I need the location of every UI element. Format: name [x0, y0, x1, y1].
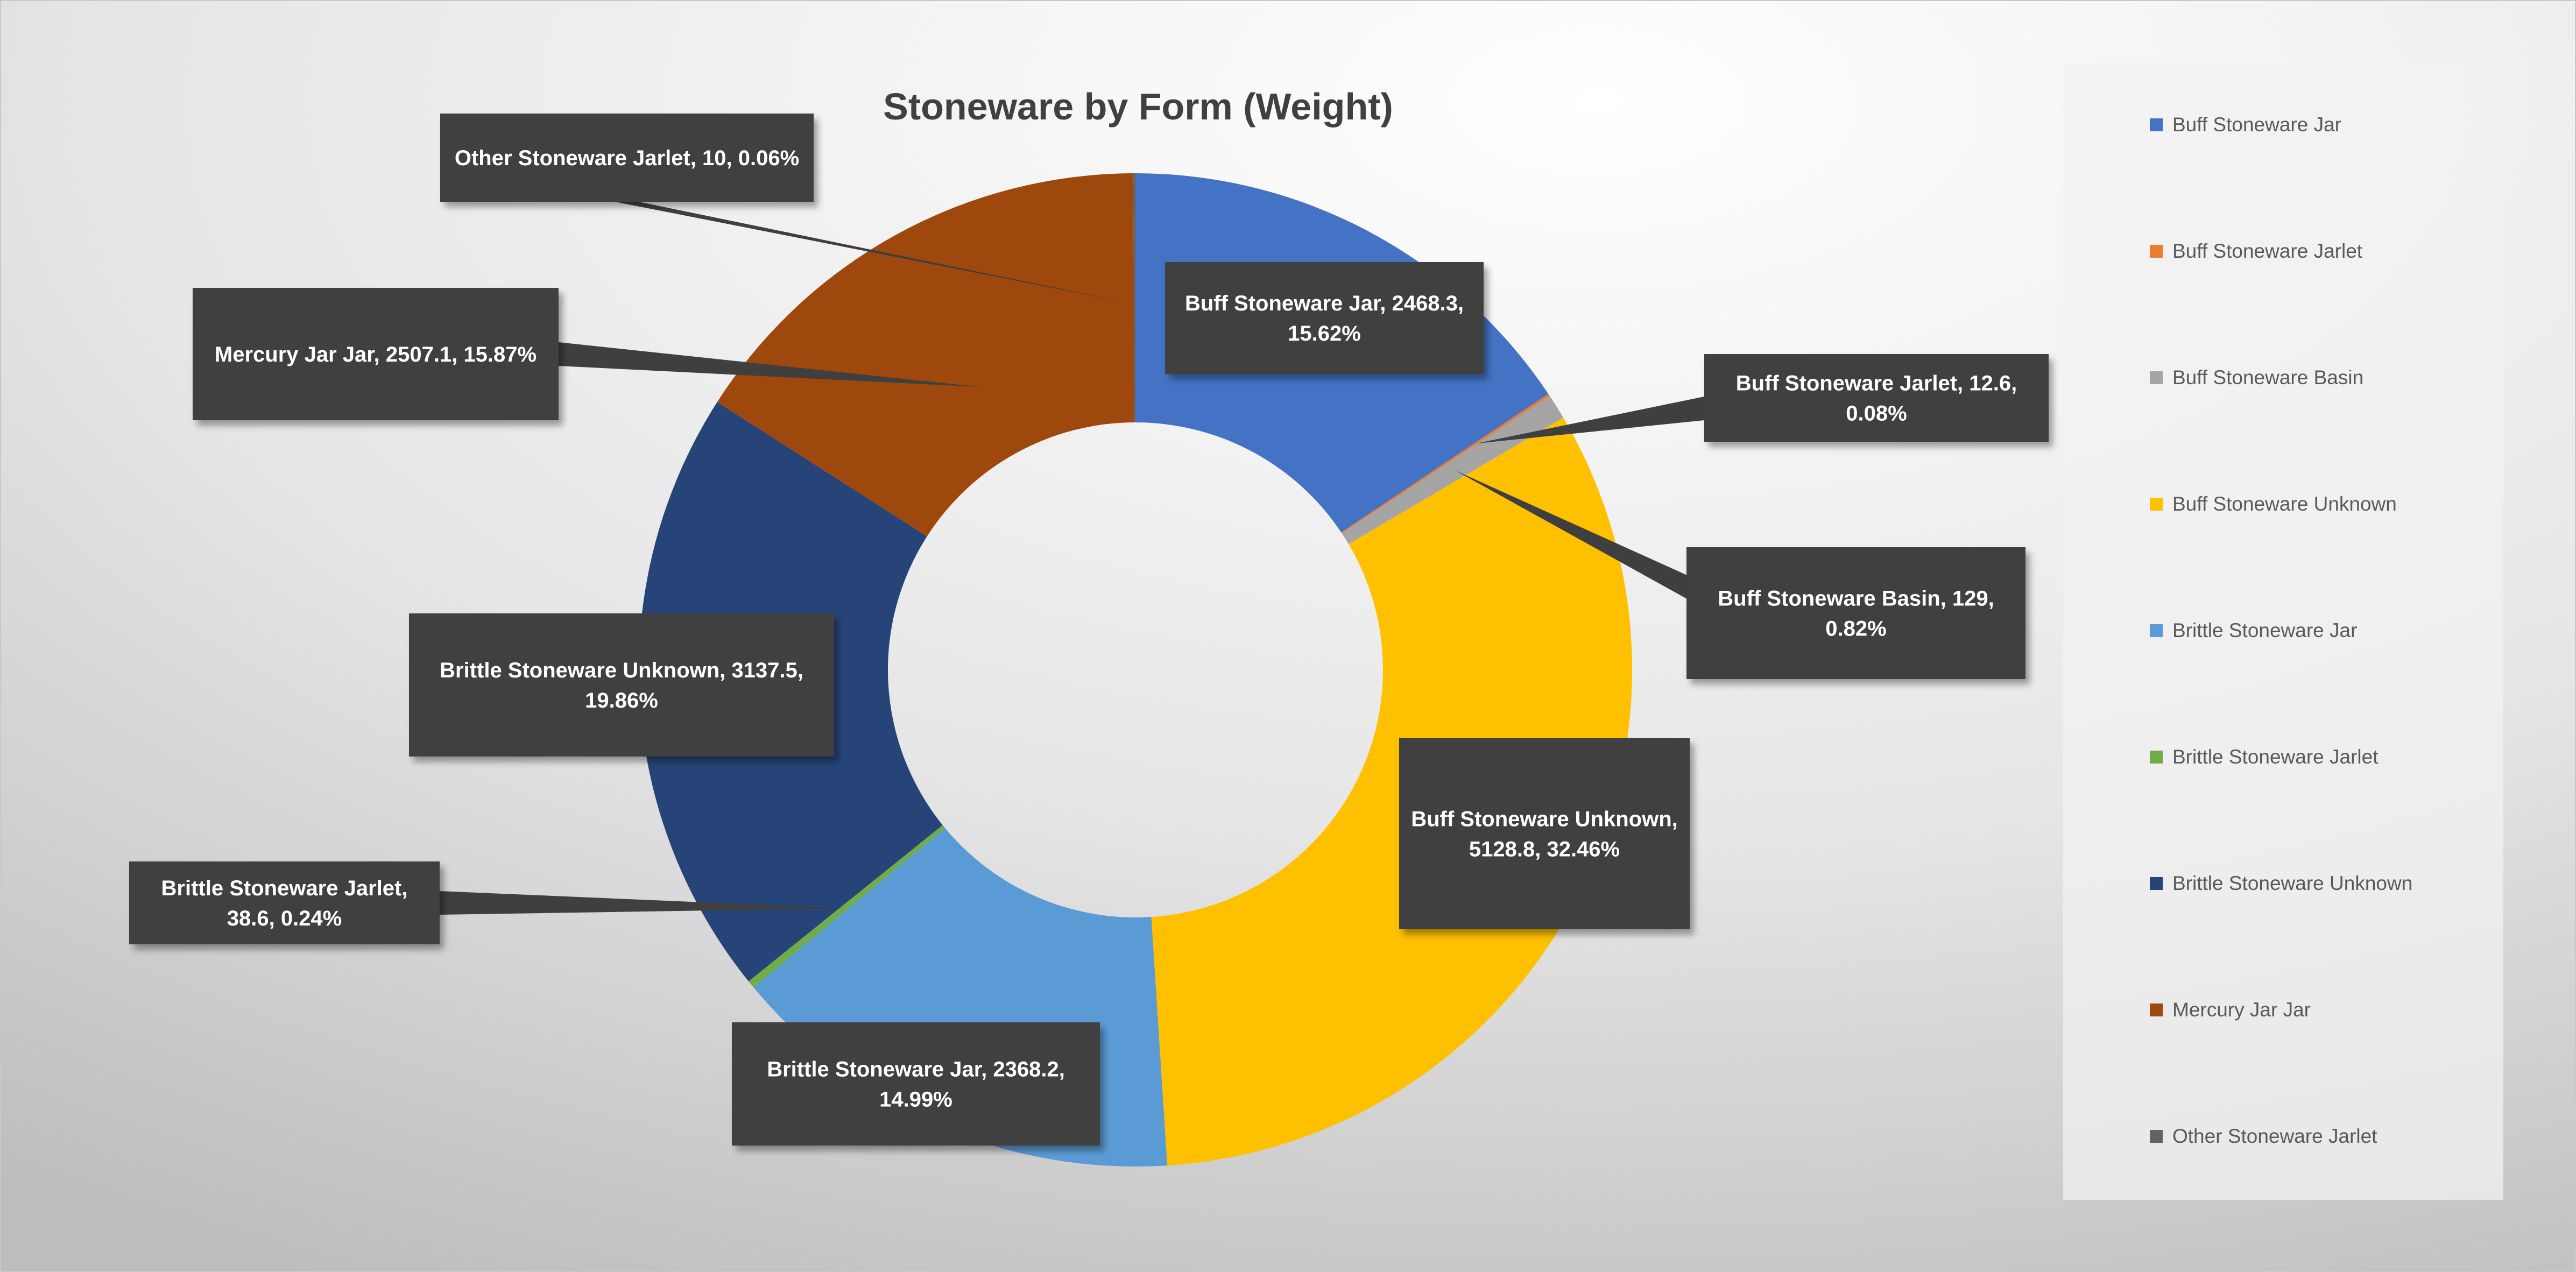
legend-swatch: [2150, 118, 2163, 131]
legend-swatch: [2150, 1004, 2163, 1016]
slice-brittle-stoneware-jarlet: [749, 825, 945, 987]
slice-buff-stoneware-unknown: [1151, 418, 1632, 1166]
legend-item-mercury-jar-jar: Mercury Jar Jar: [2150, 999, 2311, 1021]
data-label-box: [409, 613, 834, 757]
data-label-brittle-stoneware-jar: Brittle Stoneware Jar, 2368.2, 14.99%: [732, 1022, 1100, 1146]
leader-line-buff-stoneware-basin: [1455, 470, 1686, 599]
legend-swatch: [2150, 1130, 2163, 1143]
leader-lines-layer: [440, 202, 1704, 1093]
leader-line-other-stoneware-jarlet: [615, 202, 1135, 305]
legend-label: Brittle Stoneware Jar: [2172, 619, 2357, 641]
legend-swatch: [2150, 877, 2163, 890]
data-label-text: Other Stoneware Jarlet, 10, 0.06%: [455, 146, 799, 170]
data-label-text: Mercury Jar Jar, 2507.1, 15.87%: [215, 343, 537, 366]
data-label-text: Brittle Stoneware Jarlet, 38.6, 0.24%: [161, 877, 408, 930]
legend: Buff Stoneware Jar Buff Stoneware Jarlet B…: [2150, 114, 2412, 1147]
legend-label: Buff Stoneware Jarlet: [2172, 240, 2363, 262]
data-label-buff-stoneware-unknown: Buff Stoneware Unknown, 5128.8, 32.46%: [1399, 738, 1690, 929]
data-label-box: [732, 1022, 1100, 1146]
data-label-brittle-stoneware-jarlet: Brittle Stoneware Jarlet, 38.6, 0.24%: [129, 861, 440, 944]
legend-swatch: [2150, 624, 2163, 637]
legend-item-brittle-stoneware-jar: Brittle Stoneware Jar: [2150, 619, 2357, 641]
legend-swatch: [2150, 245, 2163, 258]
legend-item-brittle-stoneware-unknown: Brittle Stoneware Unknown: [2150, 872, 2412, 894]
data-label-buff-stoneware-jar: Buff Stoneware Jar, 2468.3, 15.62%: [1165, 262, 1484, 374]
legend-label: Brittle Stoneware Jarlet: [2172, 746, 2379, 768]
data-label-box: [193, 288, 559, 420]
data-label-text: Buff Stoneware Unknown, 5128.8, 32.46%: [1411, 808, 1678, 861]
data-label-mercury-jar-jar: Mercury Jar Jar, 2507.1, 15.87%: [193, 288, 559, 420]
data-label-text: Buff Stoneware Basin, 129, 0.82%: [1718, 587, 1994, 641]
data-label-box: [1165, 262, 1484, 374]
data-label-box: [1686, 547, 2025, 679]
legend-item-brittle-stoneware-jarlet: Brittle Stoneware Jarlet: [2150, 746, 2379, 768]
slice-buff-stoneware-jarlet: [1341, 394, 1550, 534]
slice-mercury-jar-jar: [717, 173, 1135, 536]
data-label-other-stoneware-jarlet: Other Stoneware Jarlet, 10, 0.06%: [440, 114, 814, 202]
data-label-text: Buff Stoneware Jar, 2468.3, 15.62%: [1185, 292, 1464, 345]
data-labels-layer: Buff Stoneware Jar, 2468.3, 15.62% Buff St…: [129, 114, 2049, 1146]
data-label-box: [1399, 738, 1690, 929]
legend-label: Brittle Stoneware Unknown: [2172, 872, 2412, 894]
legend-box: [2063, 63, 2503, 1200]
legend-item-other-stoneware-jarlet: Other Stoneware Jarlet: [2150, 1125, 2377, 1147]
data-label-buff-stoneware-jarlet: Buff Stoneware Jarlet, 12.6, 0.08%: [1704, 354, 2049, 442]
legend-label: Other Stoneware Jarlet: [2172, 1125, 2377, 1147]
legend-label: Mercury Jar Jar: [2172, 999, 2311, 1021]
data-label-text: Brittle Stoneware Jar, 2368.2, 14.99%: [767, 1058, 1065, 1112]
slice-buff-stoneware-basin: [1342, 395, 1564, 545]
data-label-box: [1704, 354, 2049, 442]
legend-label: Buff Stoneware Basin: [2172, 366, 2363, 388]
legend-item-buff-stoneware-unknown: Buff Stoneware Unknown: [2150, 493, 2397, 515]
legend-label: Buff Stoneware Jar: [2172, 114, 2341, 136]
data-label-text: Buff Stoneware Jarlet, 12.6, 0.08%: [1736, 372, 2017, 426]
legend-swatch: [2150, 371, 2163, 384]
legend-swatch: [2150, 751, 2163, 764]
leader-line-mercury-jar-jar: [559, 342, 980, 387]
legend-item-buff-stoneware-jarlet: Buff Stoneware Jarlet: [2150, 240, 2363, 262]
leader-line-buff-stoneware-jarlet: [1476, 397, 1704, 444]
legend-item-buff-stoneware-basin: Buff Stoneware Basin: [2150, 366, 2363, 388]
data-label-buff-stoneware-basin: Buff Stoneware Basin, 129, 0.82%: [1686, 547, 2025, 679]
data-label-text: Brittle Stoneware Unknown, 3137.5, 19.86%: [440, 659, 803, 712]
leader-line-brittle-stoneware-jarlet: [440, 891, 844, 915]
slice-other-stoneware-jarlet: [1133, 173, 1135, 423]
legend-label: Buff Stoneware Unknown: [2172, 493, 2397, 515]
data-label-box: [129, 861, 440, 944]
data-label-box: [440, 114, 814, 202]
legend-item-buff-stoneware-jar: Buff Stoneware Jar: [2150, 114, 2341, 136]
data-label-brittle-stoneware-unknown: Brittle Stoneware Unknown, 3137.5, 19.86%: [409, 613, 834, 757]
legend-swatch: [2150, 498, 2163, 511]
chart-title: Stoneware by Form (Weight): [883, 86, 1393, 128]
